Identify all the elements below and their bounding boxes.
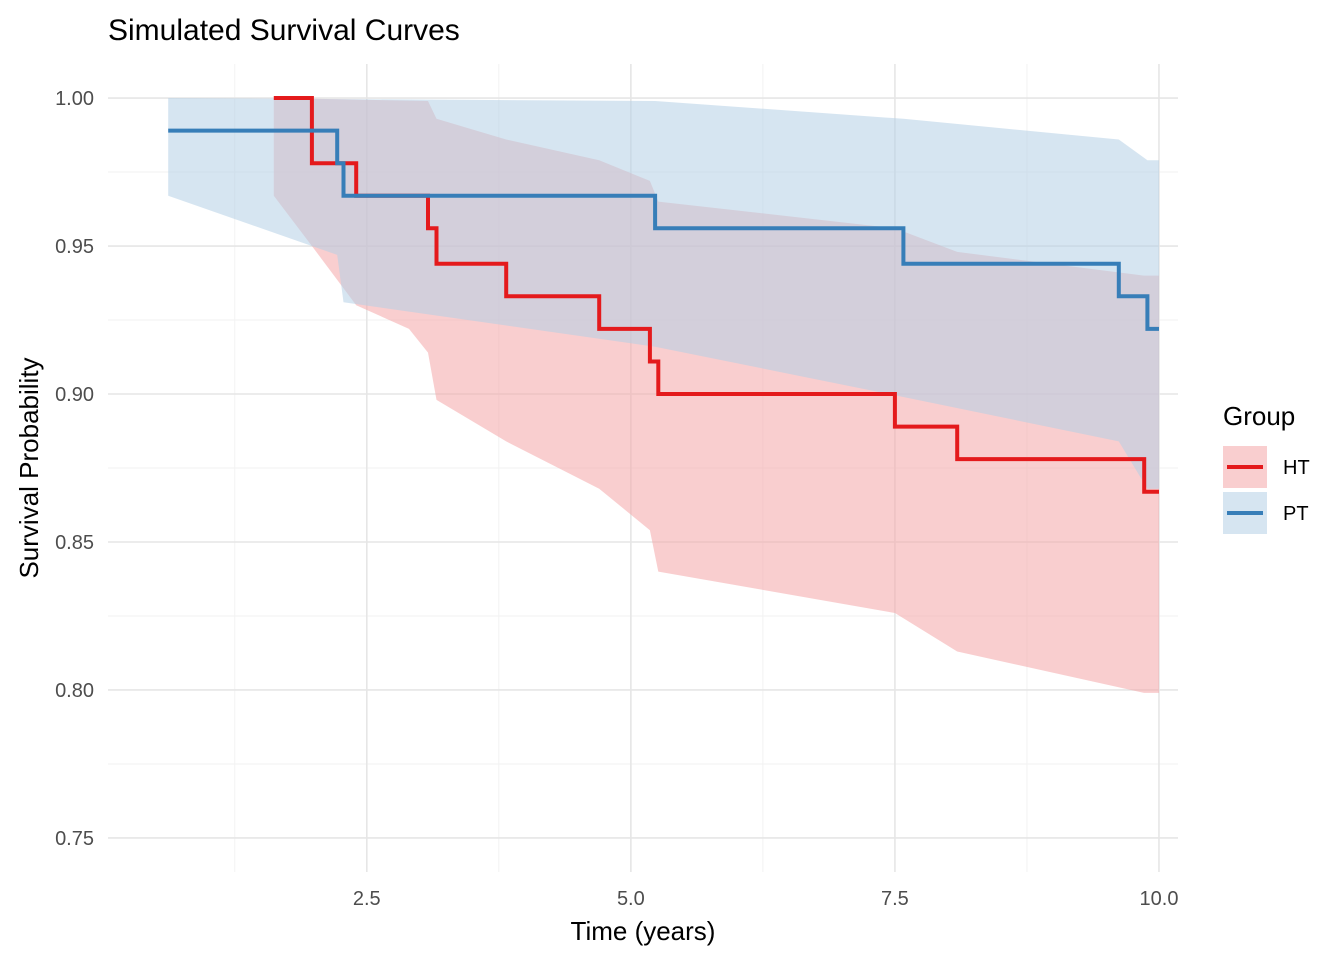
x-tick-label: 7.5 [881,888,909,910]
y-tick-label: 1.00 [55,88,94,110]
y-tick-label: 0.80 [55,680,94,702]
legend: Group HT PT [1223,401,1310,534]
y-tick-label: 0.85 [55,532,94,554]
legend-label-pt: PT [1283,503,1309,525]
legend-title: Group [1223,401,1295,431]
x-tick-label: 10.0 [1140,888,1179,910]
y-tick-label: 0.90 [55,384,94,406]
legend-items: HT PT [1223,446,1310,534]
line-ht [273,96,1159,494]
y-tick-label: 0.95 [55,236,94,258]
y-axis-ticks: 0.75 0.80 0.85 0.90 0.95 1.00 [55,88,94,850]
y-axis-title: Survival Probability [14,357,44,578]
x-axis-title: Time (years) [571,916,716,946]
line-pt [168,128,1159,331]
legend-label-ht: HT [1283,457,1310,479]
x-tick-label: 2.5 [353,888,381,910]
x-axis-ticks: 2.5 5.0 7.5 10.0 [353,888,1179,910]
y-tick-label: 0.75 [55,828,94,850]
survival-lines [168,96,1159,494]
x-tick-label: 5.0 [617,888,645,910]
chart-title: Simulated Survival Curves [108,14,460,47]
